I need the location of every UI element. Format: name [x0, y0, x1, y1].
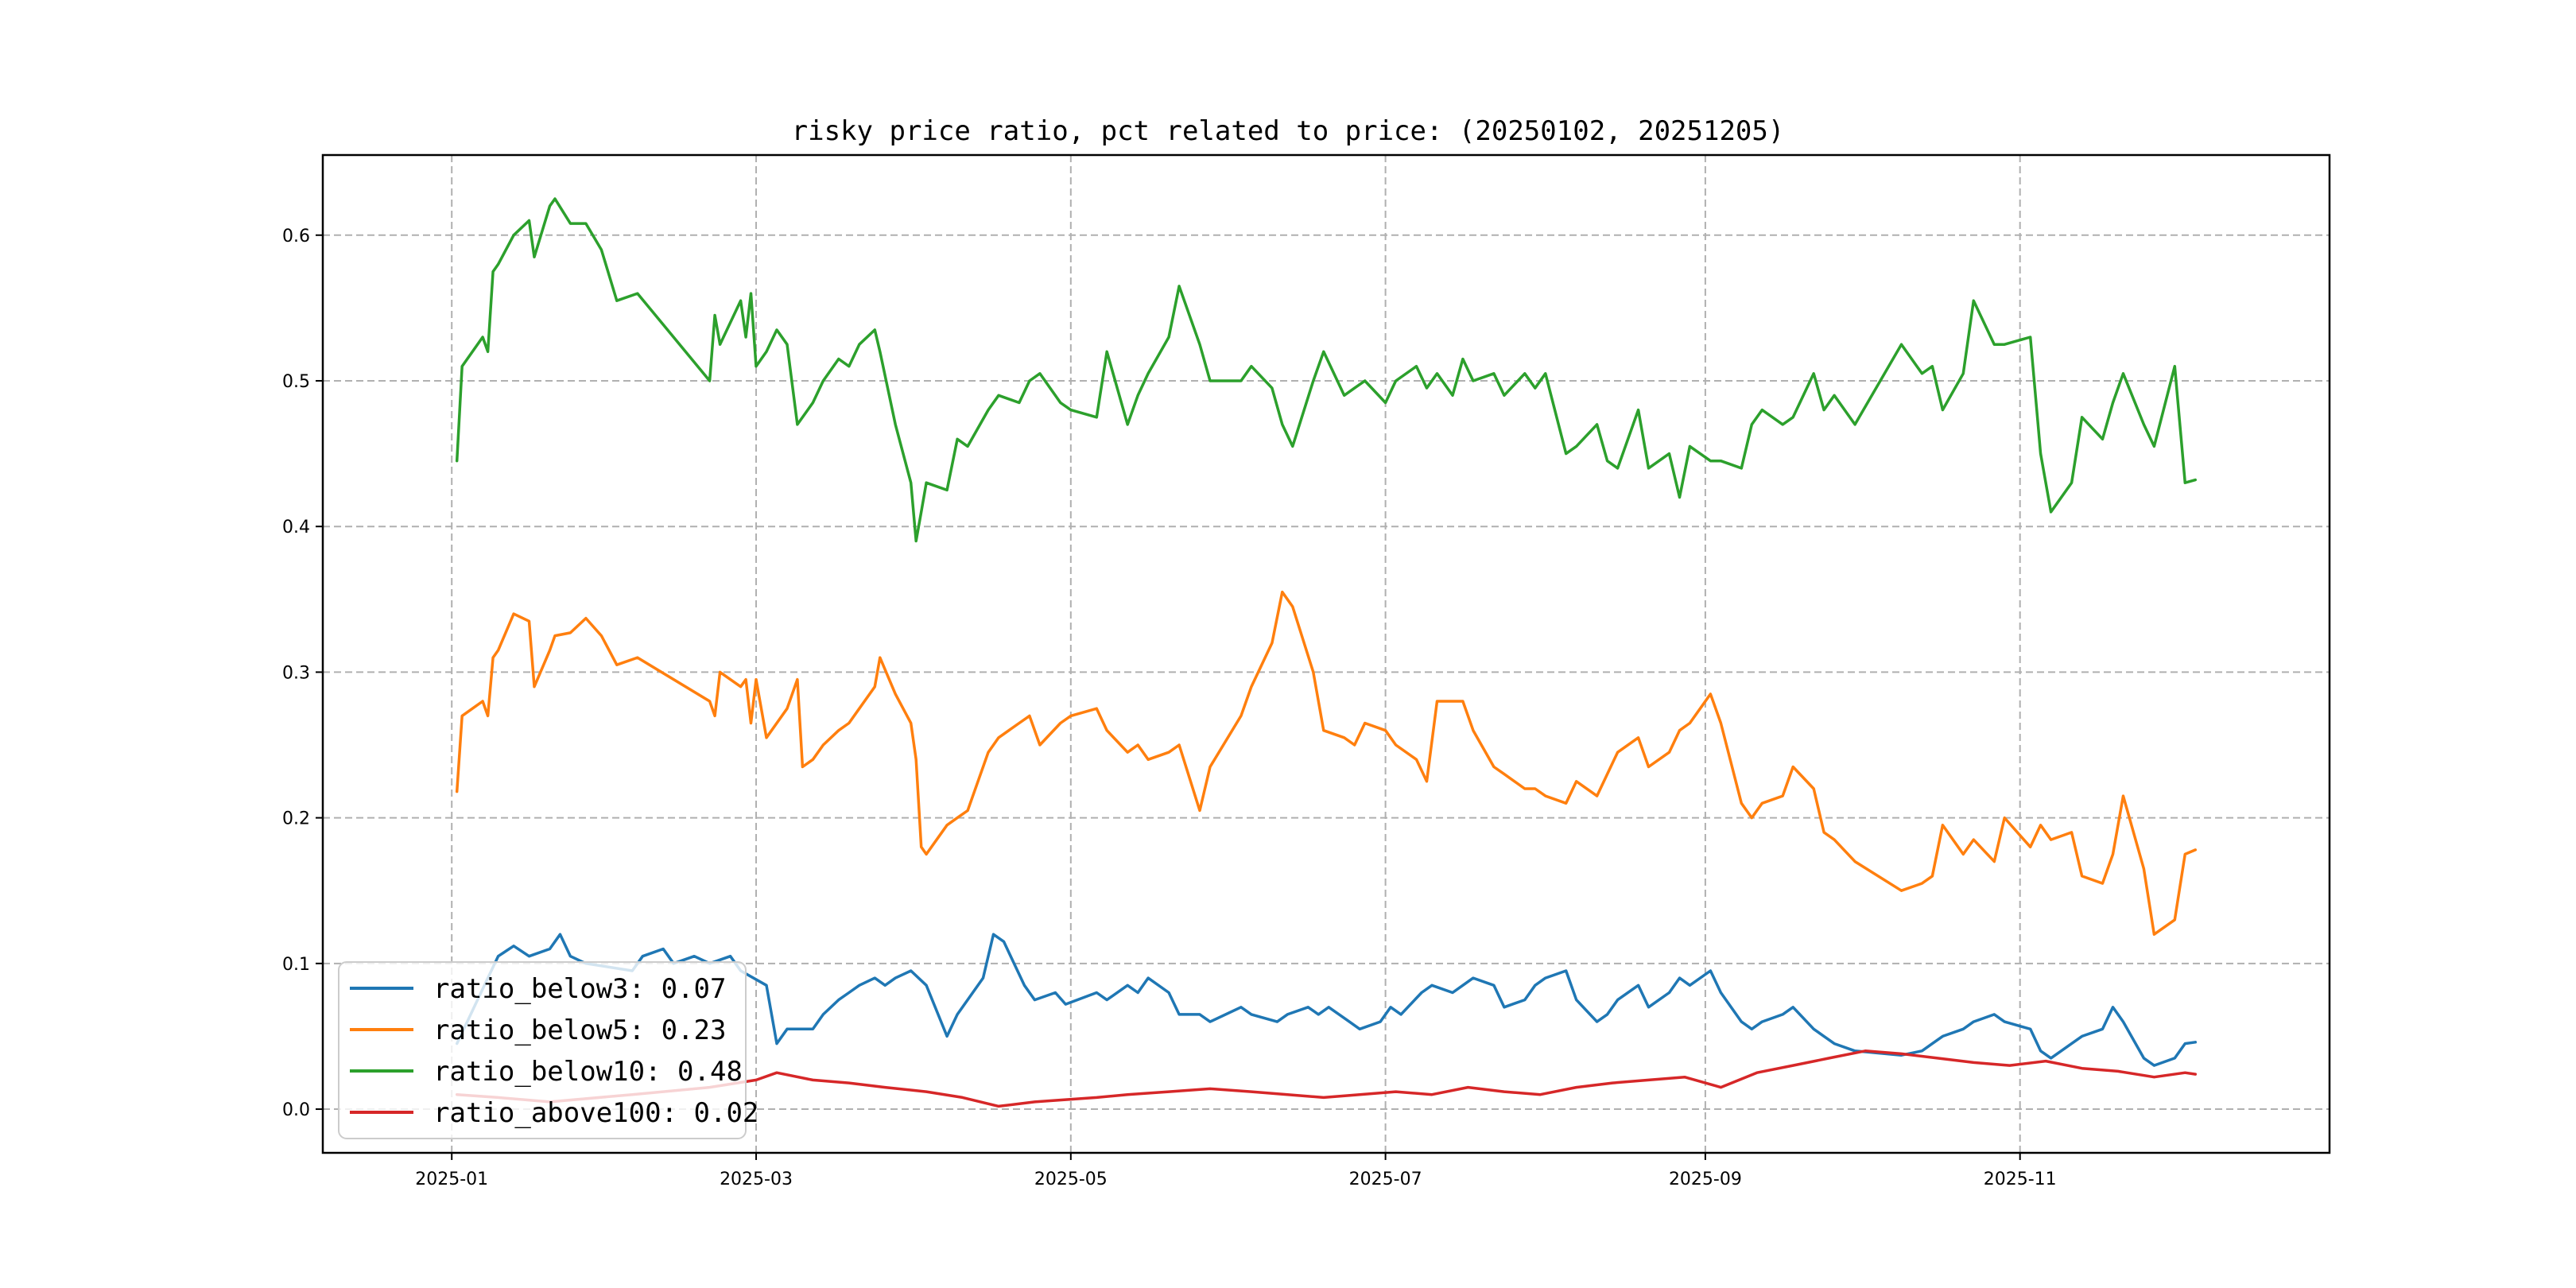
legend-label-ratio-above100: ratio_above100: 0.02	[433, 1097, 758, 1129]
y-tick-label: 0.2	[282, 809, 310, 829]
legend-label-ratio-below5: ratio_below5: 0.23	[433, 1014, 726, 1046]
x-tick-label: 2025-07	[1349, 1170, 1422, 1189]
y-tick-label: 0.3	[282, 663, 310, 683]
legend-box	[338, 961, 747, 1139]
series-line-ratio-above100	[455, 1049, 2198, 1108]
series-lines	[455, 197, 2198, 1108]
y-tick-label: 0.6	[282, 227, 310, 246]
y-tick-label: 0.1	[282, 955, 310, 975]
chart-title: risky price ratio, pct related to price:…	[792, 115, 1785, 147]
x-tick-label: 2025-11	[1984, 1170, 2057, 1189]
legend-label-ratio-below10: ratio_below10: 0.48	[433, 1056, 743, 1088]
y-tick-label: 0.0	[282, 1100, 310, 1120]
axes-frame	[321, 153, 2331, 1154]
y-tick-label: 0.4	[282, 518, 310, 537]
series-line-ratio-below3	[455, 933, 2198, 1067]
y-tick-label: 0.5	[282, 372, 310, 392]
series-line-ratio-below10	[455, 197, 2198, 543]
series-line-ratio-below5	[455, 590, 2198, 936]
axis-ticks: 0.0 0.1 0.2 0.3 0.4 0.5 0.6 2025-01 2025-03 2025-…	[282, 227, 2057, 1189]
x-tick-label: 2025-01	[415, 1170, 488, 1189]
x-tick-label: 2025-09	[1669, 1170, 1742, 1189]
legend-label-ratio-below3: ratio_below3: 0.07	[433, 973, 726, 1005]
x-tick-label: 2025-03	[720, 1170, 793, 1189]
legend: ratio_below3: 0.07 ratio_below5: 0.23 rati…	[338, 961, 758, 1139]
x-tick-label: 2025-05	[1034, 1170, 1108, 1189]
